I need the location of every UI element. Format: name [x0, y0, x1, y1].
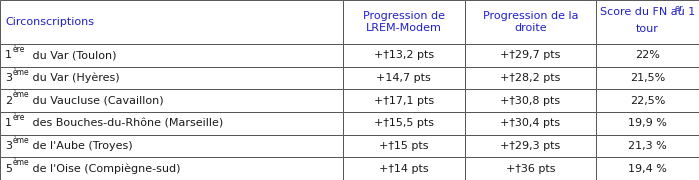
Bar: [343, 157, 465, 180]
Text: ème: ème: [13, 136, 29, 145]
Bar: [596, 89, 699, 112]
Text: +14,7 pts: +14,7 pts: [376, 73, 431, 83]
Bar: [596, 67, 699, 89]
Text: tour: tour: [636, 24, 659, 34]
Text: +†14 pts: +†14 pts: [379, 164, 428, 174]
Text: Circonscriptions: Circonscriptions: [5, 17, 94, 27]
Bar: [343, 89, 465, 112]
Bar: [465, 135, 596, 157]
Bar: [343, 135, 465, 157]
Bar: [465, 89, 596, 112]
Text: 21,5%: 21,5%: [630, 73, 665, 83]
Text: des Bouches-du-Rhône (Marseille): des Bouches-du-Rhône (Marseille): [29, 118, 223, 128]
Text: 22,5%: 22,5%: [630, 96, 665, 106]
Bar: [0, 157, 343, 180]
Text: +†28,2 pts: +†28,2 pts: [500, 73, 561, 83]
Text: 5: 5: [5, 164, 12, 174]
Bar: [465, 0, 596, 44]
Bar: [596, 112, 699, 135]
Bar: [343, 67, 465, 89]
Text: +†29,3 pts: +†29,3 pts: [500, 141, 561, 151]
Bar: [343, 44, 465, 67]
Bar: [0, 112, 343, 135]
Bar: [596, 135, 699, 157]
Text: 19,9 %: 19,9 %: [628, 118, 667, 128]
Text: Progression de la
droite: Progression de la droite: [483, 11, 578, 33]
Text: de l'Aube (Troyes): de l'Aube (Troyes): [29, 141, 132, 151]
Text: 21,3 %: 21,3 %: [628, 141, 667, 151]
Bar: [465, 44, 596, 67]
Text: er: er: [674, 4, 683, 13]
Text: de l'Oise (Compiègne-sud): de l'Oise (Compiègne-sud): [29, 163, 180, 174]
Text: 2: 2: [5, 96, 12, 106]
Bar: [0, 67, 343, 89]
Text: +†29,7 pts: +†29,7 pts: [500, 50, 561, 60]
Text: du Var (Toulon): du Var (Toulon): [29, 50, 116, 60]
Bar: [0, 89, 343, 112]
Text: +†15 pts: +†15 pts: [379, 141, 428, 151]
Bar: [465, 157, 596, 180]
Text: 1: 1: [5, 118, 12, 128]
Text: 1: 1: [5, 50, 12, 60]
Bar: [596, 0, 699, 44]
Bar: [596, 44, 699, 67]
Bar: [465, 67, 596, 89]
Text: +†13,2 pts: +†13,2 pts: [373, 50, 434, 60]
Text: du Vaucluse (Cavaillon): du Vaucluse (Cavaillon): [29, 96, 164, 106]
Bar: [343, 0, 465, 44]
Bar: [465, 112, 596, 135]
Bar: [596, 157, 699, 180]
Text: Score du FN au 1: Score du FN au 1: [600, 7, 696, 17]
Bar: [0, 0, 343, 44]
Bar: [0, 44, 343, 67]
Text: 3: 3: [5, 141, 12, 151]
Text: ère: ère: [13, 113, 25, 122]
Text: ème: ème: [13, 90, 29, 99]
Text: +†36 pts: +†36 pts: [506, 164, 555, 174]
Text: +†17,1 pts: +†17,1 pts: [373, 96, 434, 106]
Bar: [343, 112, 465, 135]
Text: +†30,4 pts: +†30,4 pts: [500, 118, 561, 128]
Text: +†30,8 pts: +†30,8 pts: [500, 96, 561, 106]
Text: 19,4 %: 19,4 %: [628, 164, 667, 174]
Text: 3: 3: [5, 73, 12, 83]
Text: 22%: 22%: [635, 50, 660, 60]
Text: du Var (Hyères): du Var (Hyères): [29, 73, 120, 83]
Text: Progression de
LREM-Modem: Progression de LREM-Modem: [363, 11, 445, 33]
Text: ère: ère: [13, 45, 25, 54]
Text: ème: ème: [13, 158, 29, 167]
Text: ème: ème: [13, 68, 29, 76]
Bar: [0, 135, 343, 157]
Text: +†15,5 pts: +†15,5 pts: [374, 118, 433, 128]
